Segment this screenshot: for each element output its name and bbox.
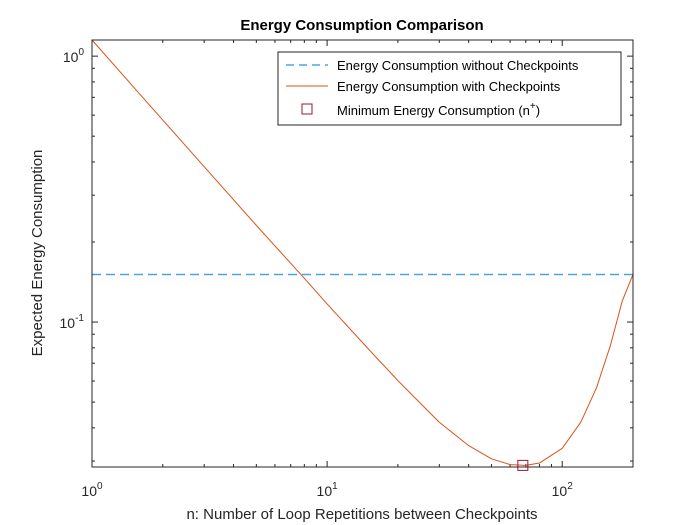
y-tick-labels: 10-1 100 xyxy=(60,47,85,331)
x-tick-label: 100 xyxy=(81,481,103,499)
legend-swatch-minimum-marker xyxy=(301,103,313,115)
series-line-with-checkpoints xyxy=(91,39,634,466)
y-tick-label: 100 xyxy=(63,47,85,65)
x-axis-label: n: Number of Loop Repetitions between Ch… xyxy=(186,506,537,523)
legend: Energy Consumption without Checkpoints E… xyxy=(277,51,622,126)
legend-box xyxy=(277,51,622,126)
legend-label-minimum: Minimum Energy Consumption (n+) xyxy=(337,101,540,118)
chart-title: Energy Consumption Comparison xyxy=(240,17,483,34)
x-tick-labels: 100 101 102 xyxy=(81,481,573,499)
y-axis-label: Expected Energy Consumption xyxy=(29,150,46,357)
legend-label-with-checkpoints: Energy Consumption with Checkpoints xyxy=(337,79,561,94)
x-tick-label: 101 xyxy=(317,481,339,499)
x-tick-label: 102 xyxy=(552,481,574,499)
minimum-point-marker xyxy=(517,459,529,471)
legend-label-no-checkpoints: Energy Consumption without Checkpoints xyxy=(337,58,579,73)
y-tick-label: 10-1 xyxy=(60,313,85,331)
plot-frame xyxy=(91,39,634,468)
plot-series xyxy=(91,39,634,471)
